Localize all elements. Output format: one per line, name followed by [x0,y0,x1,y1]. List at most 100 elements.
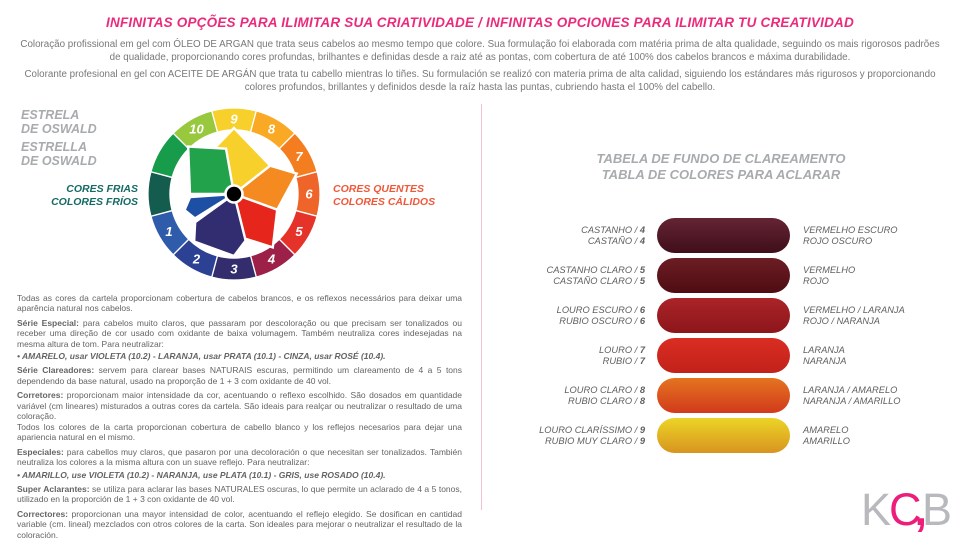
intro-paragraph-es: Colorante profesional en gel con ACEITE … [24,69,936,93]
wheel-star-wedge [192,191,247,258]
row-label-line: VERMELHO [803,264,856,275]
oswald-star-heading-pt: ESTRELA DE OSWALD [21,108,97,136]
note-paragraph: Especiales: para cabellos muy claros, qu… [17,446,462,468]
wheel-segment [147,170,173,218]
cool-colors-label: CORES FRIAS COLORES FRÍOS [0,183,138,208]
row-label-line: AMARILLO [803,435,851,446]
row-label-line: CASTAÑO / 4 [587,235,645,246]
row-label-right: VERMELHO ROJO [803,265,942,287]
wheel-segment-number: 3 [230,262,238,277]
row-label-line: CASTANHO CLARO / 5 [546,264,646,275]
note-paragraph: Corretores: proporcionam maior intensida… [17,390,462,422]
intro-paragraph-pt: Coloração profissional em gel com ÓLEO D… [20,39,940,63]
notes-block-es: Todos los colores de la carta proporcion… [17,422,462,540]
oswald-color-wheel: 9 8 7 6 5 4 3 2 1 10 [147,107,321,281]
row-label-right: AMARELO AMARILLO [803,425,942,447]
row-label-left: CASTANHO CLARO / 5 CASTAÑO CLARO / 5 [488,264,646,287]
row-label-line: RUBIO OSCURO / 6 [559,315,645,326]
wheel-segment-number: 1 [165,224,172,239]
note-paragraph: Correctores: proporcionan una mayor inte… [17,508,462,540]
note-paragraph: Super Aclarantes: se utiliza para aclara… [17,484,462,505]
table-row: LOURO CLARO / 8 RUBIO CLARO / 8 LARANJA / … [488,378,942,413]
warm-colors-pt: CORES QUENTES [333,183,425,195]
table-row: LOURO ESCURO / 6 RUBIO OSCURO / 6 VERMELHO… [488,298,942,333]
wheel-segment-number: 10 [189,122,204,137]
notes-block-pt: Todas as cores da cartela proporcionam c… [17,293,462,425]
wheel-star-wedge [183,192,235,220]
row-label-left: CASTANHO / 4 CASTAÑO / 4 [488,225,645,247]
logo-letter-c: C [888,484,921,535]
wheel-segment [172,110,219,150]
row-label-line: LOURO CLARÍSSIMO / 9 [539,424,645,435]
row-label-left: LOURO ESCURO / 6 RUBIO OSCURO / 6 [488,305,645,327]
note-bullet-line: • AMARELO, usar VIOLETA (10.2) - LARANJA… [17,351,386,362]
row-label-left: LOURO CLARO / 8 RUBIO CLARO / 8 [488,385,645,407]
row-label-line: ROJO [803,275,829,286]
row-label-line: LARANJA / AMARELO [803,384,898,395]
warm-colors-es: COLORES CÁLIDOS [333,195,436,208]
row-label-line: RUBIO / 7 [602,355,645,366]
row-label-right: VERMELHO / LARANJA ROJO / NARANJA [803,305,942,327]
kcb-logo: KC,B [861,487,952,532]
cool-colors-pt: CORES FRIAS [66,183,138,195]
row-label-line: RUBIO CLARO / 8 [568,395,645,406]
note-paragraph: Série Especial: para cabelos muito claro… [17,317,463,349]
oswald-heading-line: DE OSWALD [21,154,97,168]
vertical-divider [481,104,482,510]
lightening-table: CASTANHO / 4 CASTAÑO / 4 VERMELHO ESCURO RO… [488,218,942,453]
table-row: LOURO CLARÍSSIMO / 9 RUBIO MUY CLARO / 9 A… [488,418,942,453]
row-label-line: NARANJA [803,355,847,366]
row-label-line: NARANJA / AMARILLO [803,395,901,406]
row-label-line: LOURO CLARO / 8 [564,384,645,395]
row-label-line: VERMELHO / LARANJA [803,304,905,315]
note-paragraph: Todos los colores de la carta proporcion… [17,422,462,443]
warm-colors-label: CORES QUENTES COLORES CÁLIDOS [333,183,493,208]
wheel-segment-number: 5 [295,224,303,239]
row-label-left: LOURO CLARÍSSIMO / 9 RUBIO MUY CLARO / 9 [488,425,645,447]
color-swatch-pill [657,418,790,453]
color-swatch-pill [657,218,790,253]
wheel-segment-number: 2 [192,252,201,267]
row-label-line: ROJO / NARANJA [803,315,880,326]
color-swatch-pill [657,258,790,293]
row-label-line: VERMELHO ESCURO [803,224,898,235]
row-label-line: RUBIO MUY CLARO / 9 [544,435,645,446]
row-label-right: LARANJA / AMARELO NARANJA / AMARILLO [803,385,942,407]
color-swatch-pill [657,298,790,333]
row-label-line: LOURO / 7 [599,344,645,355]
note-bullet-line: • AMARILLO, use VIOLETA (10.2) - NARANJA… [17,469,386,480]
row-label-line: AMARELO [803,424,849,435]
row-label-line: CASTAÑO CLARO / 5 [553,275,645,286]
lightening-table-heading-pt: TABELA DE FUNDO DE CLAREAMENTO [596,151,846,166]
color-swatch-pill [657,378,790,413]
lightening-table-heading-es: TABLA DE COLORES PARA ACLARAR [601,166,841,182]
row-label-left: LOURO / 7 RUBIO / 7 [488,345,645,367]
oswald-heading-line: ESTRELA [21,108,80,122]
note-paragraph: Todas as cores da cartela proporcionam c… [17,293,462,314]
table-row: LOURO / 7 RUBIO / 7 LARANJA NARANJA [488,338,942,373]
wheel-segment-number: 9 [230,112,238,127]
logo-letter-k: K [860,484,891,535]
wheel-segment-number: 6 [305,187,313,202]
logo-letter-b: B [921,484,952,535]
page-title: INFINITAS OPÇÕES PARA ILIMITAR SUA CRIAT… [106,15,854,30]
cool-colors-es: COLORES FRÍOS [51,195,138,208]
wheel-segment-number: 4 [267,252,276,267]
row-label-line: LARANJA [803,344,845,355]
oswald-heading-line: ESTRELLA [21,140,87,154]
wheel-segment-number: 8 [268,122,276,137]
note-paragraph: Série Clareadores: servem para clarear b… [17,365,463,386]
table-row: CASTANHO / 4 CASTAÑO / 4 VERMELHO ESCURO RO… [488,218,942,253]
wheel-center-dot [224,184,244,204]
wheel-segment-number: 7 [295,149,303,164]
table-row: CASTANHO CLARO / 5 CASTAÑO CLARO / 5 VERME… [488,258,942,293]
row-label-right: LARANJA NARANJA [803,345,942,367]
lightening-table-heading: TABELA DE FUNDO DE CLAREAMENTO TABLA DE … [500,151,942,182]
row-label-right: VERMELHO ESCURO ROJO OSCURO [803,225,942,247]
oswald-star-heading-es: ESTRELLA DE OSWALD [21,140,97,168]
color-swatch-pill [657,338,790,373]
row-label-line: ROJO OSCURO [803,235,873,246]
logo-comma: , [914,484,926,535]
oswald-heading-line: DE OSWALD [21,122,97,136]
